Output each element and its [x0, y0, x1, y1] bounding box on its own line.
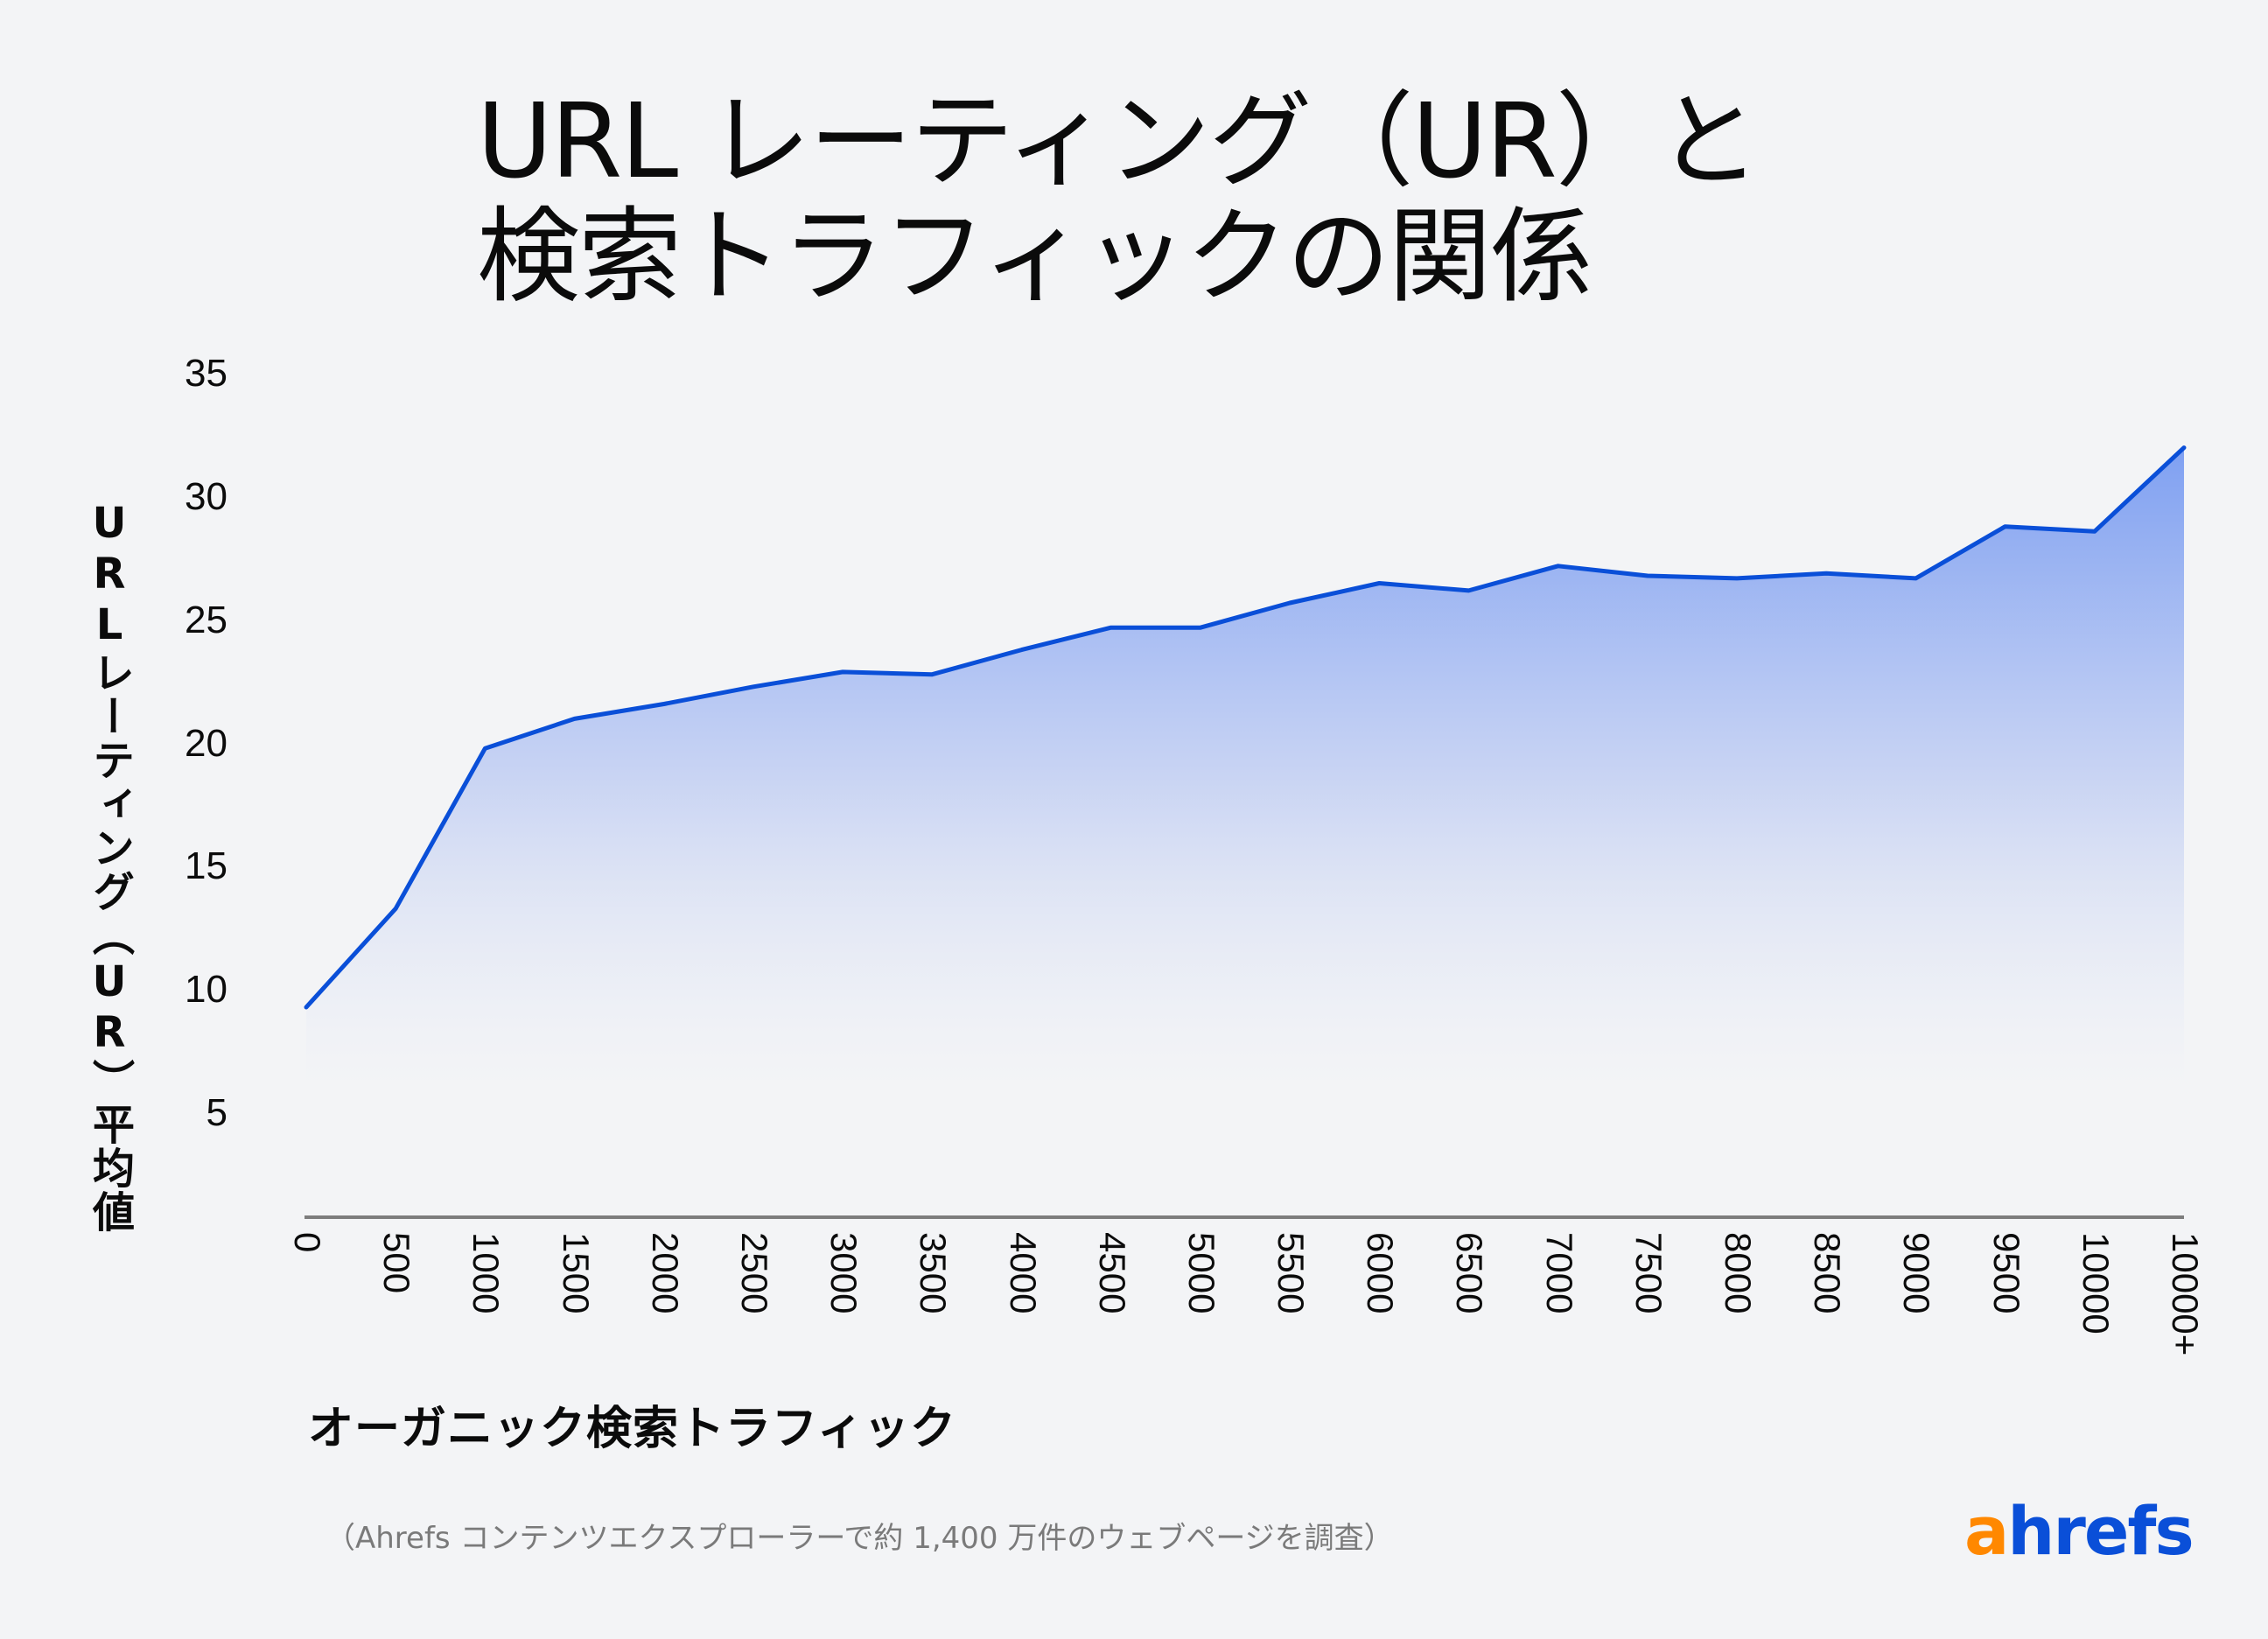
chart-title-line1: URL レーティング（UR）と [477, 81, 1760, 201]
y-tick-label: 15 [185, 844, 228, 888]
area-fill [306, 447, 2184, 1087]
y-tick-label: 10 [185, 968, 228, 1012]
x-tick-label: 6500 [1449, 1232, 1491, 1314]
x-axis-label: オーガニック検索トラフィック [308, 1403, 956, 1455]
x-tick-label: 7000 [1538, 1232, 1580, 1314]
x-tick-label: 2500 [733, 1232, 775, 1314]
x-tick-label: 10000+ [2165, 1232, 2206, 1356]
ahrefs-logo: ahrefs [1964, 1492, 2194, 1571]
chart-title: URL レーティング（UR）と 検索トラフィックの関係 [477, 81, 1760, 317]
x-tick-label: 2000 [644, 1232, 686, 1314]
x-tick-label: 5000 [1180, 1232, 1222, 1314]
x-tick-label: 9000 [1896, 1232, 1938, 1314]
y-tick-label: 5 [206, 1091, 228, 1135]
x-tick-label: 8500 [1807, 1232, 1849, 1314]
source-footnote: （Ahrefs コンテンツエクスプローラーで約 1,400 万件のウェブページを… [326, 1521, 1394, 1556]
logo-a: a [1964, 1492, 2009, 1570]
x-tick-label: 1000 [466, 1232, 508, 1314]
x-tick-label: 3500 [913, 1232, 955, 1314]
data-line [304, 445, 2187, 1010]
y-tick-label: 35 [185, 352, 228, 396]
x-tick-label: 500 [376, 1232, 418, 1294]
chart-title-line2: 検索トラフィックの関係 [477, 196, 1593, 317]
y-axis-label: URLレーティング（UR）平均値 [85, 499, 134, 1234]
x-tick-label: 4000 [1002, 1232, 1044, 1314]
x-tick-label: 0 [287, 1232, 328, 1253]
x-tick-label: 10000 [2075, 1232, 2117, 1334]
y-tick-label: 25 [185, 598, 228, 641]
x-tick-label: 6000 [1360, 1232, 1402, 1314]
logo-hrefs: hrefs [2007, 1492, 2194, 1570]
x-tick-label: 5500 [1270, 1232, 1312, 1314]
x-tick-label: 7500 [1628, 1232, 1670, 1314]
x-tick-label: 8000 [1718, 1232, 1760, 1314]
x-tick-label: 3000 [823, 1232, 865, 1314]
y-tick-label: 30 [185, 474, 228, 518]
y-tick-label: 20 [185, 721, 228, 765]
x-tick-label: 9500 [1985, 1232, 2027, 1314]
x-tick-label: 1500 [555, 1232, 597, 1314]
x-tick-label: 4500 [1091, 1232, 1133, 1314]
